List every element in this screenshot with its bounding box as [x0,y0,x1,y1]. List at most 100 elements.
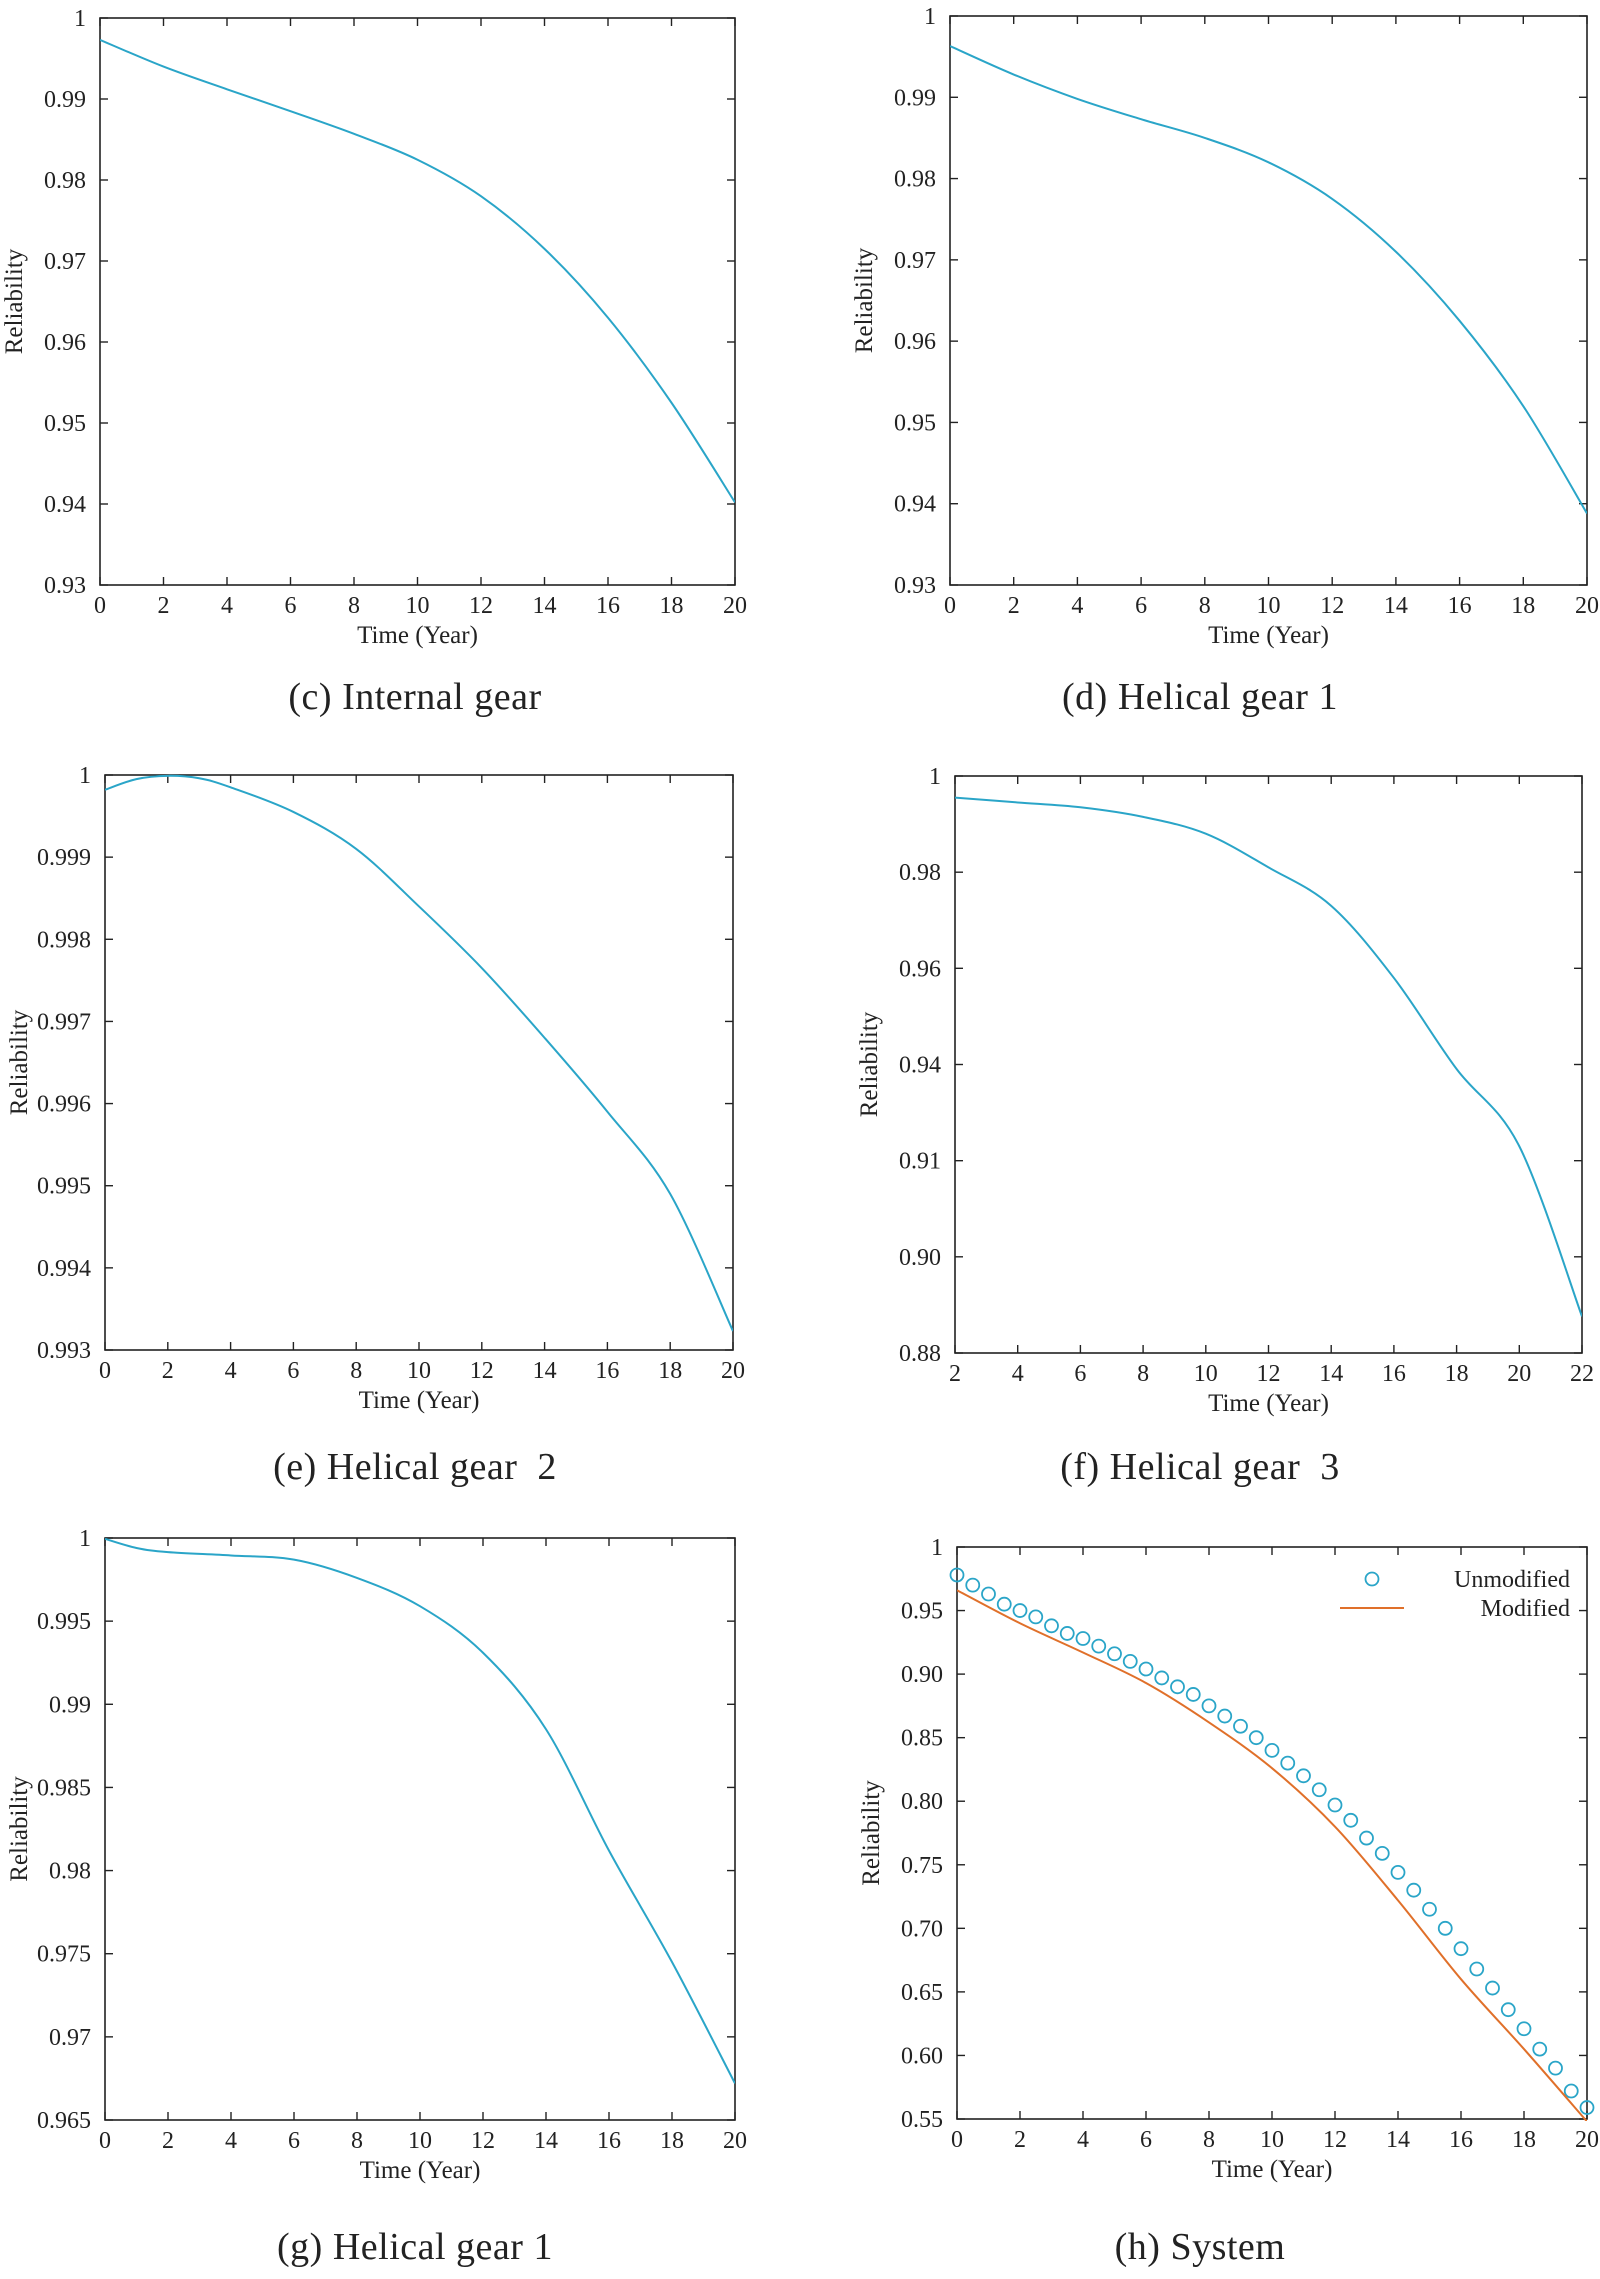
y-tick-label: 0.995 [37,1174,91,1200]
y-tick-label: 0.93 [44,573,86,599]
x-tick-label: 12 [469,593,493,619]
data-point [1170,1679,1185,1695]
plot-frame-c [99,17,736,586]
x-tick-label: 14 [533,593,557,619]
data-point [1579,2100,1595,2115]
y-tick-label: 1 [924,4,936,30]
chart-caption-e: (e) Helical gear 2 [273,1446,557,1488]
data-point [1296,1768,1311,1784]
series-line-f [955,796,1582,1317]
data-point [1469,1961,1485,1977]
data-point [1264,1742,1280,1758]
data-point [1059,1626,1075,1641]
data-point [1091,1638,1107,1654]
x-axis-label: Time (Year) [1208,1390,1329,1417]
x-tick-label: 4 [225,1358,237,1384]
y-axis-label: Reliability [6,1009,33,1115]
chart-panel-f: 2 4 6 8 10 12 14 16 18 20 22 0.88 0.90 0.91 0.94 0.96 0.… [800,764,1600,1510]
y-tick-label: 0.995 [37,1609,91,1635]
data-point [1012,1603,1028,1618]
y-tick-label: 0.975 [37,1942,91,1968]
data-point [1422,1901,1437,1917]
x-tick-label: 14 [534,2128,558,2154]
x-axis-label: Time (Year) [360,2157,481,2184]
data-point [1185,1687,1201,1702]
x-tick-label: 16 [597,2128,621,2154]
x-tick-label: 0 [94,593,106,619]
x-tick-label: 4 [221,593,233,619]
y-tick-label: 0.90 [901,1662,943,1688]
y-tick-label: 0.65 [901,1980,943,2006]
y-tick-label: 0.96 [899,956,941,982]
plot-frame-f [954,775,1583,1354]
chart-caption-d: (d) Helical gear 1 [1062,676,1338,718]
y-tick-label: 1 [79,763,91,789]
x-axis-label: Time (Year) [357,622,478,649]
data-point [1453,1941,1469,1957]
chart-caption-c: (c) Internal gear [288,676,542,718]
data-point [1248,1730,1264,1746]
x-tick-label: 8 [348,593,360,619]
data-point [1548,2060,1563,2076]
y-tick-label: 0.95 [901,1599,943,1625]
legend-marker-unmodified [1364,1571,1380,1587]
chart-panel-h: 0 2 4 6 8 10 12 14 16 18 20 0.55 0.60 0.65 0.70 0.75 0.8… [800,1535,1600,2279]
y-tick-label: 1 [74,6,86,32]
x-tick-label: 20 [1507,1361,1531,1387]
x-tick-label: 16 [1448,593,1472,619]
chart-svg-g: 0 2 4 6 8 10 12 14 16 18 20 0.965 0.97 0.975 0.98 0.985… [6,1526,747,2184]
chart-panel-c: 0 2 4 6 8 10 12 14 16 18 20 0.93 0.94 0.95 0.96 0.97 0.9… [0,0,760,740]
y-tick-label: 0.95 [44,411,86,437]
y-tick-label: 0.99 [894,85,936,111]
x-tick-label: 8 [1203,2127,1215,2153]
x-tick-label: 20 [721,1358,745,1384]
data-point [1280,1755,1296,1771]
x-tick-label: 0 [99,2128,111,2154]
y-axis-label: Reliability [858,1780,885,1886]
x-axis-label: Time (Year) [1208,622,1329,649]
data-point [1532,2041,1548,2057]
y-tick-label: 0.97 [44,249,86,275]
data-point [1075,1631,1091,1646]
x-tick-label: 20 [723,593,747,619]
y-tick-label: 0.98 [49,1859,91,1885]
x-tick-label: 2 [1008,593,1020,619]
x-tick-label: 8 [1199,593,1211,619]
y-tick-label: 0.88 [899,1341,941,1367]
data-point [1359,1830,1374,1846]
x-tick-label: 2 [949,1361,961,1387]
x-tick-label: 10 [1260,2127,1284,2153]
legend-entry: Modified [1481,1596,1570,1622]
y-tick-label: 0.94 [894,492,936,518]
x-axis-label: Time (Year) [359,1387,480,1414]
y-tick-label: 0.997 [37,1009,91,1035]
data-point [949,1567,965,1583]
y-tick-label: 1 [79,1526,91,1552]
y-axis-label: Reliability [6,1776,33,1882]
y-tick-label: 0.93 [894,573,936,599]
data-point [1107,1646,1122,1662]
x-tick-label: 6 [1074,1361,1086,1387]
x-tick-label: 16 [595,1358,619,1384]
x-tick-label: 18 [658,1358,682,1384]
x-tick-label: 14 [1319,1361,1343,1387]
plot-frame-d [949,15,1588,586]
x-tick-label: 18 [1512,2127,1536,2153]
x-tick-label: 4 [1012,1361,1024,1387]
chart-caption-f: (f) Helical gear 3 [1060,1446,1340,1488]
y-axis-label: Reliability [856,1011,883,1117]
x-tick-label: 16 [1449,2127,1473,2153]
x-tick-label: 10 [408,2128,432,2154]
y-tick-label: 1 [929,764,941,790]
y-tick-label: 0.85 [901,1726,943,1752]
data-point [1374,1845,1390,1861]
chart-caption-h: (h) System [1114,2226,1286,2268]
data-point [1233,1718,1248,1734]
y-tick-label: 0.60 [901,2043,943,2069]
x-tick-label: 20 [1575,2127,1599,2153]
y-tick-label: 0.55 [901,2107,943,2133]
data-point [981,1586,996,1602]
y-tick-label: 0.965 [37,2108,91,2134]
y-tick-label: 0.97 [894,248,936,274]
x-tick-label: 14 [1384,593,1408,619]
